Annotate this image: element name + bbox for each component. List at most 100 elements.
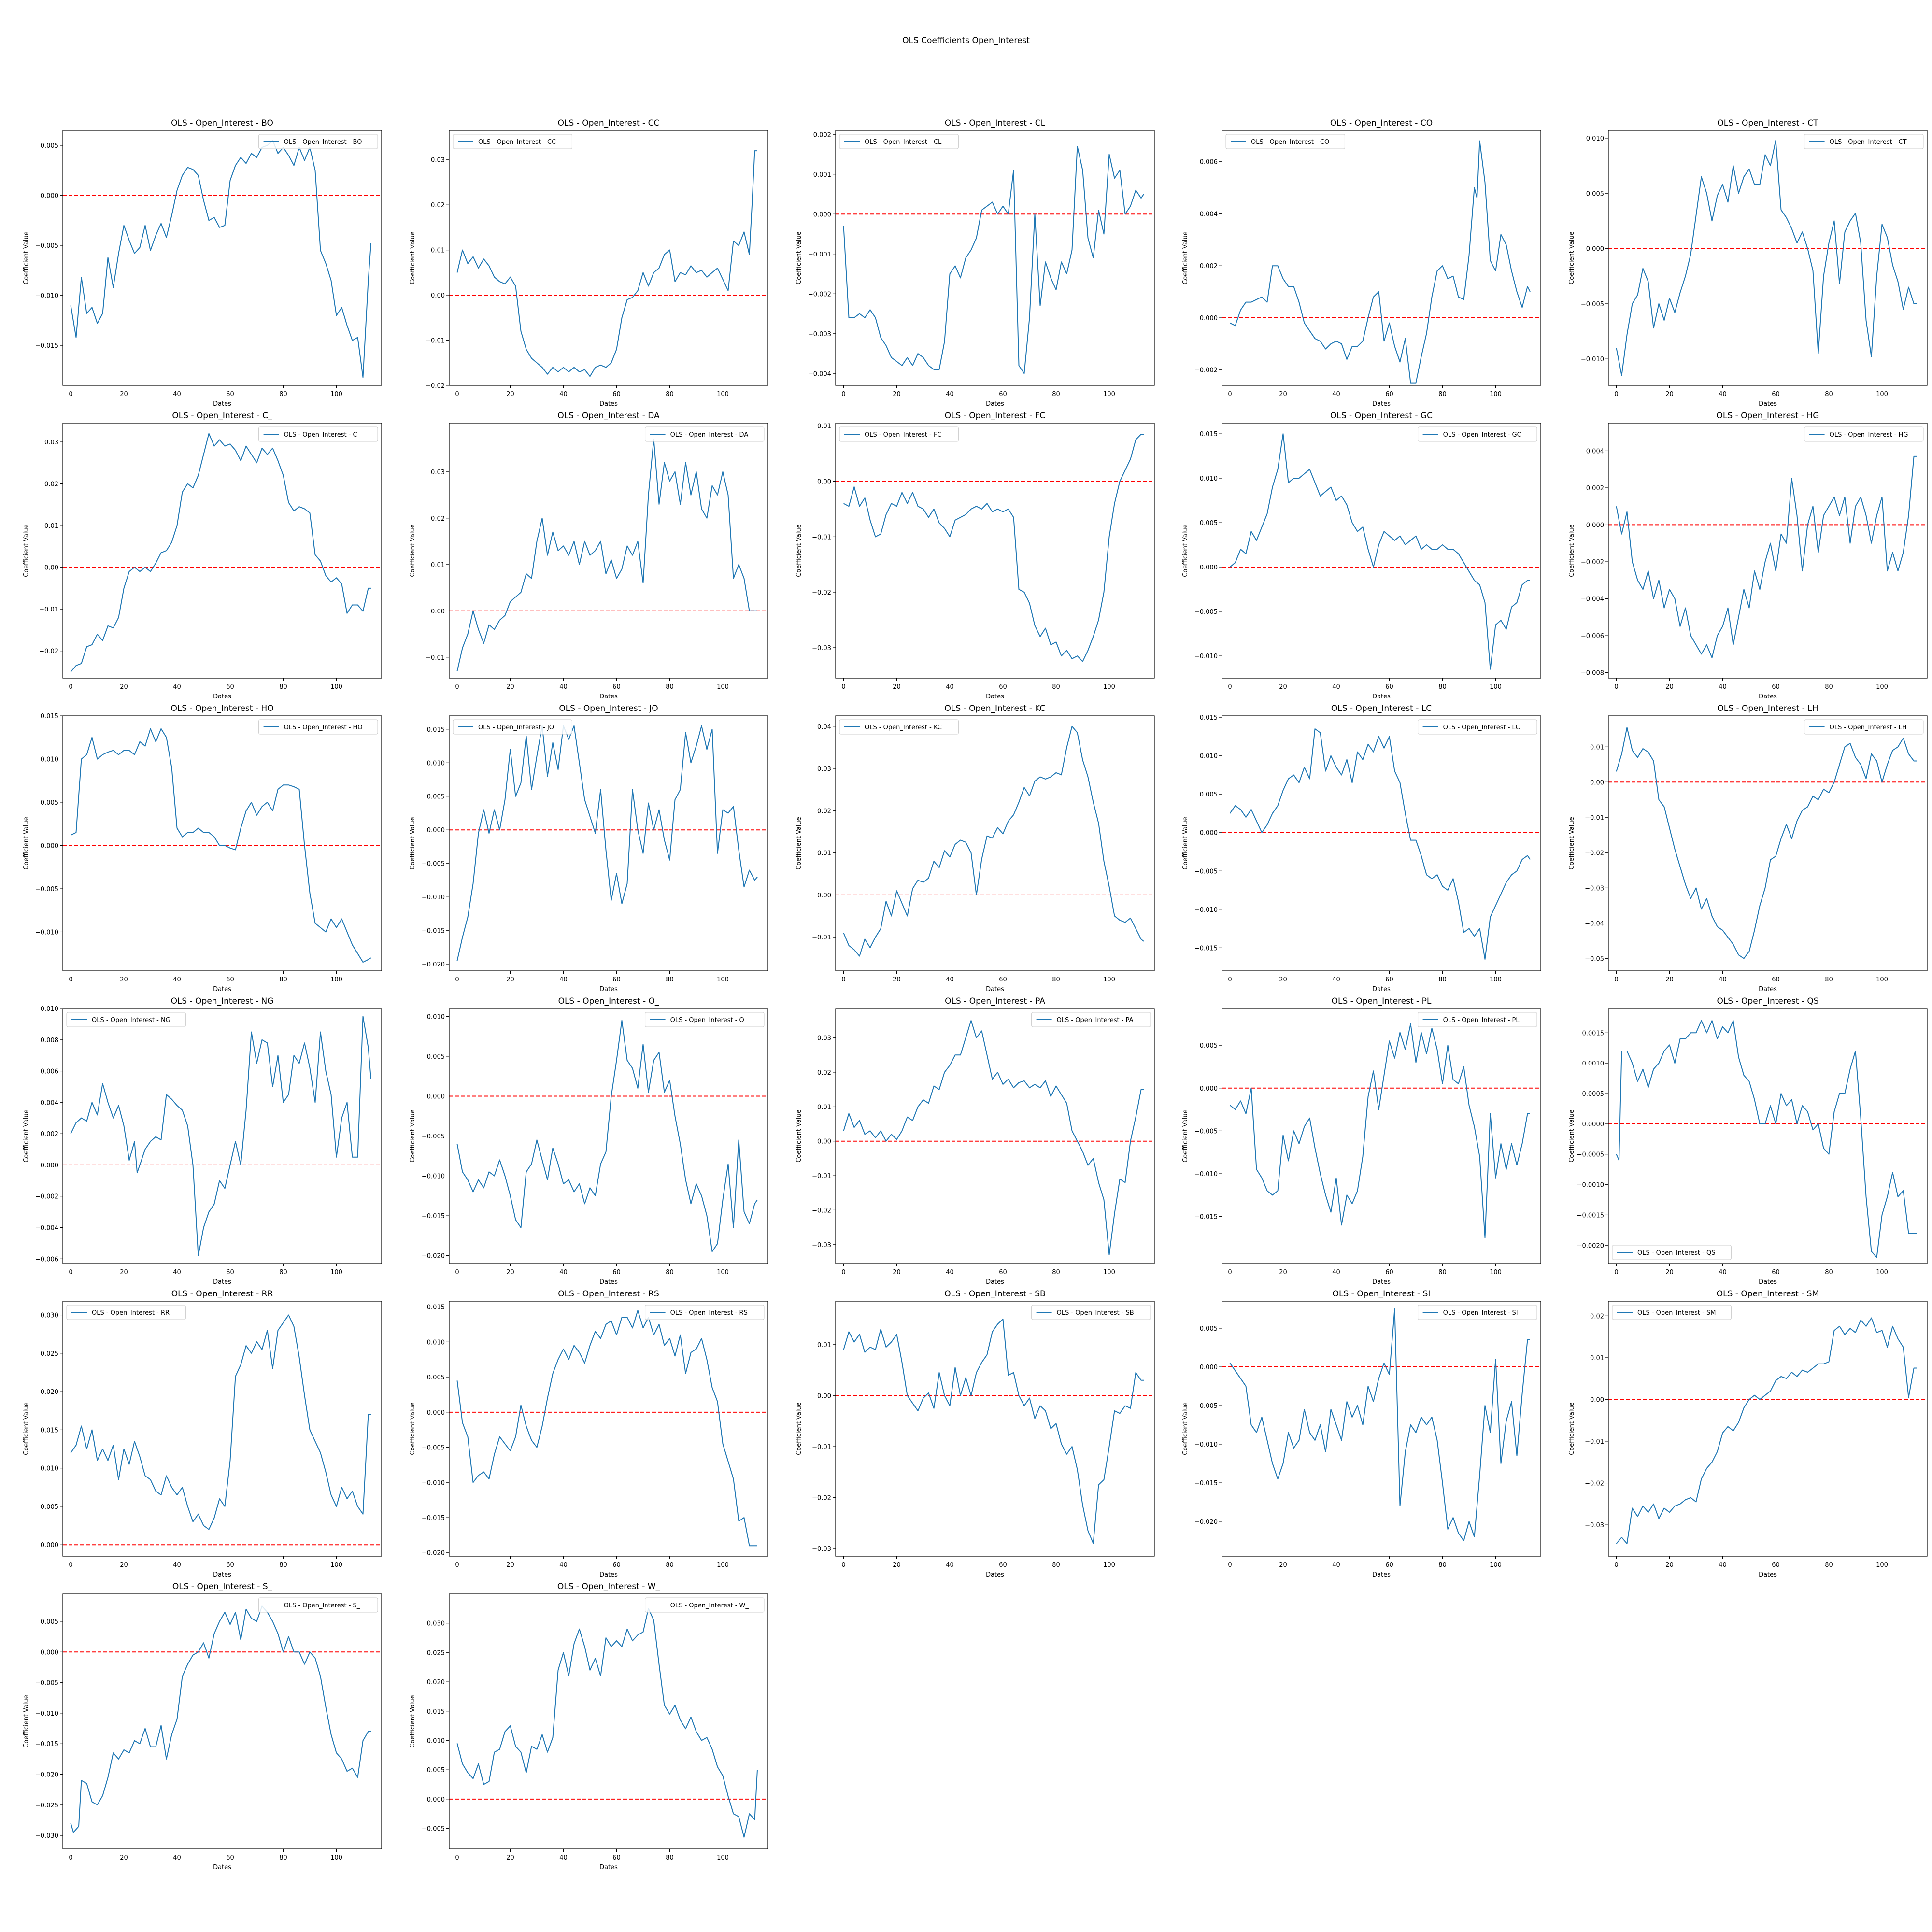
legend-box [1612,1245,1732,1260]
x-tick-label: 20 [893,976,901,983]
x-tick-label: 0 [455,1854,459,1861]
x-tick-label: 0 [1614,976,1618,983]
y-tick-label: 0.000 [1200,1085,1218,1093]
x-tick-label: 20 [120,976,128,983]
legend-label: OLS - Open_Interest - CL [865,139,942,146]
legend-label: OLS - Open_Interest - SB [1057,1309,1134,1317]
x-tick-label: 40 [1719,683,1727,691]
plot-area [1608,727,1927,959]
y-axis-label: Coefficient Value [23,524,30,577]
x-tick-label: 0 [1228,1269,1232,1276]
plot-area [449,439,768,671]
x-tick-label: 20 [120,391,128,398]
x-axis-label: Dates [986,1571,1004,1578]
y-tick-label: −0.003 [808,331,831,338]
legend-box [1225,134,1345,149]
y-tick-label: −0.020 [422,961,445,968]
y-tick-label: 0.025 [427,1649,445,1657]
y-tick-label: 0.00 [1590,779,1604,786]
subplot-1: OLS - Open_Interest - BO 0 20 40 60 80 100 −0.0… [23,118,382,408]
subplot-8: OLS - Open_Interest - FC 0 20 40 60 80 100 −0.0… [796,411,1155,700]
y-tick-label: 0.00 [44,565,58,572]
x-tick-label: 0 [841,391,845,398]
x-tick-label: 0 [841,1269,845,1276]
x-tick-label: 20 [1279,976,1287,983]
y-tick-label: −0.001 [808,251,831,258]
y-tick-label: 0.00 [817,1392,831,1400]
x-tick-label: 60 [999,683,1007,691]
y-axis-label: Coefficient Value [796,1402,803,1455]
subplot-title: OLS - Open_Interest - S_ [172,1582,272,1591]
axes-frame [449,1593,768,1849]
legend: OLS - Open_Interest - QS [1612,1245,1732,1260]
y-tick-label: 0.0015 [1582,1030,1605,1037]
legend-label: OLS - Open_Interest - FC [865,431,942,439]
y-axis-label: Coefficient Value [1568,817,1576,870]
y-tick-label: 0.00 [817,1138,831,1146]
y-tick-label: 0.005 [427,1053,445,1061]
y-tick-label: −0.02 [1585,1480,1604,1488]
y-tick-label: −0.005 [35,242,58,250]
y-tick-label: 0.01 [817,1104,831,1111]
x-tick-label: 100 [1876,1562,1888,1569]
x-tick-label: 80 [1438,683,1447,691]
subplot-title: OLS - Open_Interest - CL [945,118,1046,128]
legend-box [645,426,765,442]
x-tick-label: 80 [666,1269,674,1276]
legend-box [839,426,959,442]
subplot-2: OLS - Open_Interest - CC 0 20 40 60 80 100 −0.0… [409,118,768,408]
series-line [456,1309,757,1547]
y-tick-label: 0.000 [41,1649,58,1656]
y-tick-label: −0.02 [1585,850,1604,857]
plot-area [63,1605,382,1833]
x-axis-label: Dates [599,400,618,408]
legend-box [258,719,378,735]
legend-label: OLS - Open_Interest - LC [1443,724,1520,731]
subplot-title: OLS - Open_Interest - NG [171,996,274,1006]
y-tick-label: 0.000 [41,1542,58,1549]
subplot-26: OLS - Open_Interest - S_ 0 20 40 60 80 100 −0.0… [23,1582,382,1871]
series-line [1616,1020,1917,1258]
y-axis-label: Coefficient Value [23,1402,30,1455]
series-line [456,725,758,961]
x-tick-label: 20 [1665,683,1674,691]
y-tick-label: −0.03 [812,1546,831,1553]
x-tick-label: 0 [841,1562,845,1569]
x-tick-label: 60 [612,1269,621,1276]
legend: OLS - Open_Interest - BO [258,134,378,149]
y-axis-label: Coefficient Value [1568,524,1576,577]
legend: OLS - Open_Interest - CL [839,134,959,149]
x-tick-label: 40 [559,1269,568,1276]
y-tick-label: 0.004 [1586,448,1604,455]
y-tick-label: 0.015 [1200,714,1218,722]
y-tick-label: 0.000 [1200,830,1218,837]
x-tick-label: 40 [946,1269,954,1276]
y-tick-label: −0.03 [812,645,831,652]
x-tick-label: 40 [946,1562,954,1569]
plot-area [1608,1317,1927,1544]
legend: OLS - Open_Interest - FC [839,426,959,442]
y-tick-label: 0.010 [1200,753,1218,760]
y-tick-label: 0.00 [431,608,445,615]
legend: OLS - Open_Interest - HG [1804,426,1924,442]
plot-area [1222,1308,1541,1541]
x-tick-label: 60 [1772,976,1780,983]
x-tick-label: 60 [999,391,1007,398]
x-tick-label: 80 [666,976,674,983]
x-tick-label: 80 [279,1562,287,1569]
y-tick-label: 0.03 [817,1035,831,1042]
legend: OLS - Open_Interest - S_ [258,1597,378,1613]
y-tick-label: 0.030 [427,1620,445,1628]
x-tick-label: 100 [330,1854,342,1861]
x-tick-label: 80 [279,683,287,691]
y-tick-label: −0.005 [35,1680,58,1687]
x-tick-label: 20 [1279,1562,1287,1569]
y-axis-label: Coefficient Value [23,817,30,870]
plot-area [449,725,768,961]
x-tick-label: 80 [1052,391,1060,398]
series-line [71,728,371,963]
x-tick-label: 100 [330,391,342,398]
x-tick-label: 40 [1332,976,1340,983]
plot-area [1222,728,1541,960]
x-tick-label: 100 [1490,683,1502,691]
